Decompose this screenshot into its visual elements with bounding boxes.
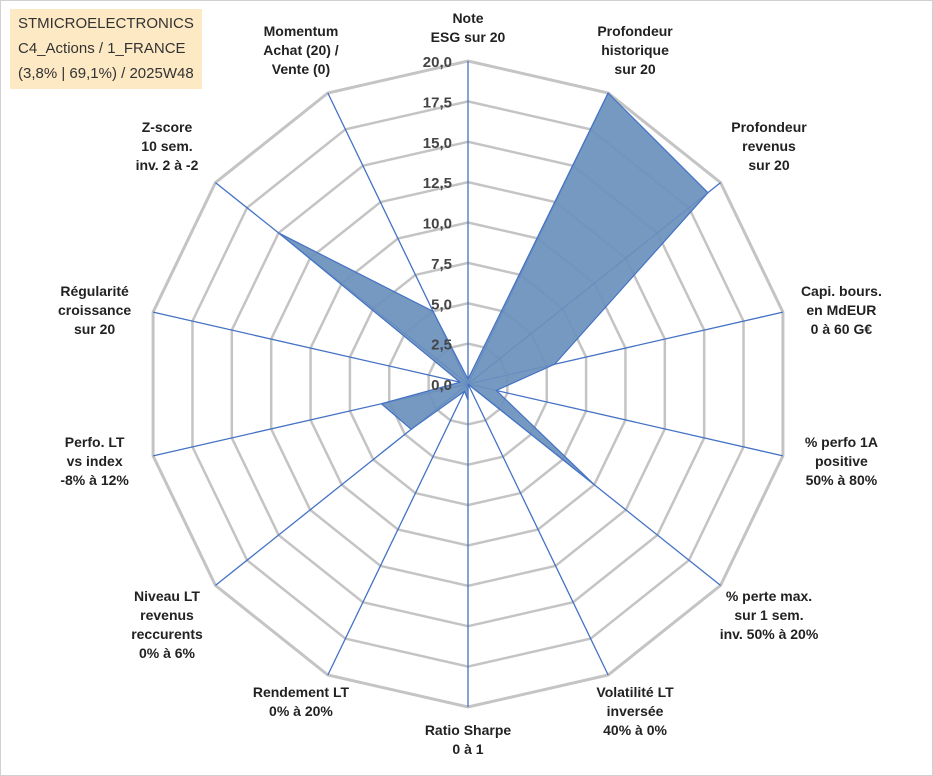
tick-label: 7,5: [431, 256, 452, 273]
axis-label-line: 0 à 60 G€: [811, 321, 873, 337]
axis-label: Profondeur revenus sur 20: [731, 119, 807, 173]
axis-label-line: en MdEUR: [806, 302, 876, 318]
axis-label-line: 0% à 6%: [139, 645, 196, 661]
axis-label: Régularité croissance sur 20: [58, 283, 131, 337]
tick-label: 12,5: [423, 175, 452, 192]
title-category: C4_Actions / 1_FRANCE: [18, 40, 186, 57]
tick-label: 15,0: [423, 135, 452, 152]
title-box: STMICROELECTRONICS C4_Actions / 1_FRANCE…: [10, 9, 202, 89]
axis-label: Z-score 10 sem. inv. 2 à -2: [136, 119, 199, 173]
axis-label-line: croissance: [58, 302, 131, 318]
axis-label-line: 10 sem.: [141, 138, 192, 154]
title-company: STMICROELECTRONICS: [18, 15, 194, 32]
axis-label-line: Niveau LT: [134, 588, 200, 604]
axis-label-line: inv. 2 à -2: [136, 157, 199, 173]
axis-label: Momentum Achat (20) / Vente (0): [263, 23, 339, 77]
axis-label: Capi. bours. en MdEUR 0 à 60 G€: [801, 283, 882, 337]
axis-label-line: 0 à 1: [452, 741, 483, 757]
axis-label-line: revenus: [140, 607, 194, 623]
axis-label-line: Achat (20) /: [263, 42, 339, 58]
axis-label-line: ESG sur 20: [431, 29, 506, 45]
axis-label-line: Capi. bours.: [801, 283, 882, 299]
axis-label-line: reccurents: [131, 626, 203, 642]
tick-label: 5,0: [431, 296, 452, 313]
axis-label: Ratio Sharpe 0 à 1: [425, 722, 512, 757]
axis-label-line: Perfo. LT: [65, 434, 125, 450]
axis-label-line: Momentum: [264, 23, 339, 39]
axis-label-line: positive: [815, 453, 868, 469]
axis-label-line: sur 20: [74, 321, 115, 337]
axis-label-line: historique: [601, 42, 669, 58]
axis-spoke: [152, 311, 469, 385]
axis-label-line: 50% à 80%: [806, 472, 878, 488]
tick-label: 2,5: [431, 337, 452, 354]
axis-label: Volatilité LT inversée 40% à 0%: [596, 684, 674, 738]
axis-label: Perfo. LT vs index -8% à 12%: [60, 434, 129, 488]
axis-label: Note ESG sur 20: [431, 10, 506, 45]
axis-label-line: Régularité: [60, 283, 129, 299]
axis-label-line: Ratio Sharpe: [425, 722, 512, 738]
series-area: [278, 92, 709, 486]
axis-label: % perte max. sur 1 sem. inv. 50% à 20%: [720, 588, 819, 642]
axis-label-line: inv. 50% à 20%: [720, 626, 819, 642]
axis-label-line: sur 20: [614, 61, 655, 77]
tick-label: 0,0: [431, 377, 452, 394]
axis-label: Rendement LT 0% à 20%: [253, 684, 350, 719]
axis-spoke: [467, 383, 609, 676]
axis-label-line: vs index: [67, 453, 123, 469]
axis-label-line: Note: [452, 10, 483, 26]
axis-label: % perfo 1A positive 50% à 80%: [805, 434, 878, 488]
axis-label-line: % perfo 1A: [805, 434, 878, 450]
axis-label-line: Rendement LT: [253, 684, 350, 700]
axis-label-line: % perte max.: [726, 588, 812, 604]
axis-spoke: [327, 383, 469, 676]
axis-label-line: Vente (0): [272, 61, 330, 77]
axis-label-line: -8% à 12%: [60, 472, 129, 488]
axis-label-line: Volatilité LT: [596, 684, 674, 700]
axis-label-line: sur 1 sem.: [734, 607, 803, 623]
axis-label-line: inversée: [607, 703, 664, 719]
title-period: (3,8% | 69,1%) / 2025W48: [18, 65, 194, 82]
axis-label-line: revenus: [742, 138, 796, 154]
axis-spoke: [467, 383, 784, 457]
tick-label: 20,0: [423, 54, 452, 71]
axis-label: Profondeur historique sur 20: [597, 23, 673, 77]
axis-label-line: Profondeur: [597, 23, 673, 39]
axis-label-line: Profondeur: [731, 119, 807, 135]
axis-label: Niveau LT revenus reccurents 0% à 6%: [131, 588, 203, 661]
axis-label-line: sur 20: [748, 157, 789, 173]
axis-label-line: 0% à 20%: [269, 703, 333, 719]
axis-label-line: 40% à 0%: [603, 722, 667, 738]
axis-label-line: Z-score: [142, 119, 193, 135]
tick-label: 10,0: [423, 216, 452, 233]
tick-label: 17,5: [423, 94, 452, 111]
